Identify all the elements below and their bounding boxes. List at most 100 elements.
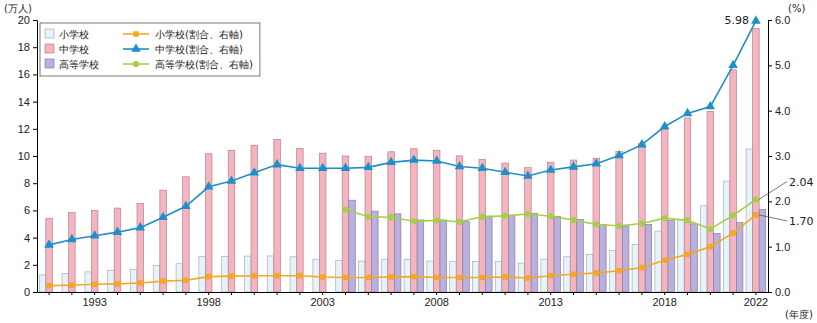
tick-mark	[71, 292, 72, 295]
marker	[480, 275, 485, 280]
tick-mark	[768, 111, 772, 112]
legend-box	[40, 23, 260, 76]
bar	[707, 111, 714, 292]
marker	[639, 220, 645, 226]
bar	[160, 190, 167, 292]
tick-mark	[687, 292, 688, 295]
tick-mark	[413, 292, 414, 295]
tick: 14	[18, 96, 37, 108]
tick: 20	[18, 14, 37, 26]
marker	[46, 283, 51, 288]
marker	[662, 215, 668, 221]
marker	[135, 222, 145, 230]
marker	[227, 175, 237, 183]
tick-label: 14	[18, 96, 30, 108]
tick-mark	[482, 292, 483, 295]
bar	[342, 156, 349, 292]
bar	[199, 257, 206, 292]
tick-mark	[768, 156, 772, 157]
marker	[252, 273, 257, 278]
bar	[372, 211, 379, 292]
marker	[660, 121, 670, 129]
tick-label: 4	[24, 232, 30, 244]
tick	[231, 292, 232, 295]
marker	[432, 155, 442, 163]
tick-mark	[322, 292, 323, 295]
tick-mark	[768, 247, 772, 248]
tick	[710, 292, 711, 295]
bar	[668, 220, 675, 292]
tick-mark	[755, 292, 756, 295]
annotations: 5.982.041.70	[724, 14, 813, 228]
marker	[92, 282, 97, 287]
tick	[641, 292, 642, 295]
tick-mark	[768, 292, 772, 293]
bar	[358, 261, 365, 292]
marker	[546, 165, 556, 173]
tick-mark	[527, 292, 528, 295]
bar	[183, 177, 190, 292]
tick	[619, 292, 620, 295]
marker	[728, 60, 738, 68]
tick-mark	[94, 292, 95, 295]
bar	[411, 149, 418, 292]
tick: 2	[24, 259, 37, 271]
tick	[49, 292, 50, 295]
marker	[363, 162, 373, 170]
bar	[244, 256, 251, 292]
tick: 1998	[196, 292, 220, 308]
tick-label: 1998	[196, 296, 220, 308]
tick-mark	[33, 129, 37, 130]
marker	[684, 217, 690, 223]
y2-axis: 0.01.02.03.04.05.06.0	[768, 14, 790, 298]
bar	[433, 150, 440, 292]
bar	[176, 264, 183, 292]
tick: 6	[24, 204, 37, 216]
legend-swatch	[133, 31, 138, 36]
tick	[163, 292, 164, 295]
bar	[577, 220, 584, 292]
marker	[181, 201, 191, 209]
tick	[368, 292, 369, 295]
marker	[409, 155, 419, 163]
bar	[547, 162, 554, 292]
tick: 2022	[744, 292, 768, 308]
tick-label: 2	[24, 259, 30, 271]
marker	[183, 277, 188, 282]
tick-mark	[768, 65, 772, 66]
marker	[683, 108, 693, 116]
bar-series	[349, 200, 766, 292]
plot-marks	[39, 15, 765, 292]
tick-mark	[117, 292, 118, 295]
tick-label: 2003	[310, 296, 334, 308]
legend-swatch	[133, 61, 139, 67]
bar	[205, 154, 212, 292]
tick	[596, 292, 597, 295]
marker	[434, 217, 440, 223]
x-axis: 1993199820032008201320182022	[38, 292, 769, 308]
marker	[502, 213, 508, 219]
tick-mark	[573, 292, 574, 295]
tick-mark	[619, 292, 620, 295]
tick-label: 1.0	[775, 241, 790, 253]
axis-line	[33, 21, 38, 293]
bar	[267, 256, 274, 292]
tick-mark	[49, 292, 50, 295]
legend-label: 高等学校(割合、右軸)	[155, 59, 253, 70]
bar-series	[39, 149, 752, 292]
tick	[573, 292, 574, 295]
tick-mark	[550, 292, 551, 295]
marker	[67, 234, 77, 242]
tick-label: 16	[18, 68, 30, 80]
bar	[46, 218, 53, 292]
y-axis-title: (万人)	[4, 3, 32, 14]
tick: 1993	[82, 292, 106, 308]
tick-mark	[33, 74, 37, 75]
tick	[391, 292, 392, 295]
marker	[753, 196, 759, 202]
marker	[707, 226, 713, 232]
marker	[229, 273, 234, 278]
tick-mark	[391, 292, 392, 295]
bar	[531, 214, 538, 292]
marker	[708, 244, 713, 249]
